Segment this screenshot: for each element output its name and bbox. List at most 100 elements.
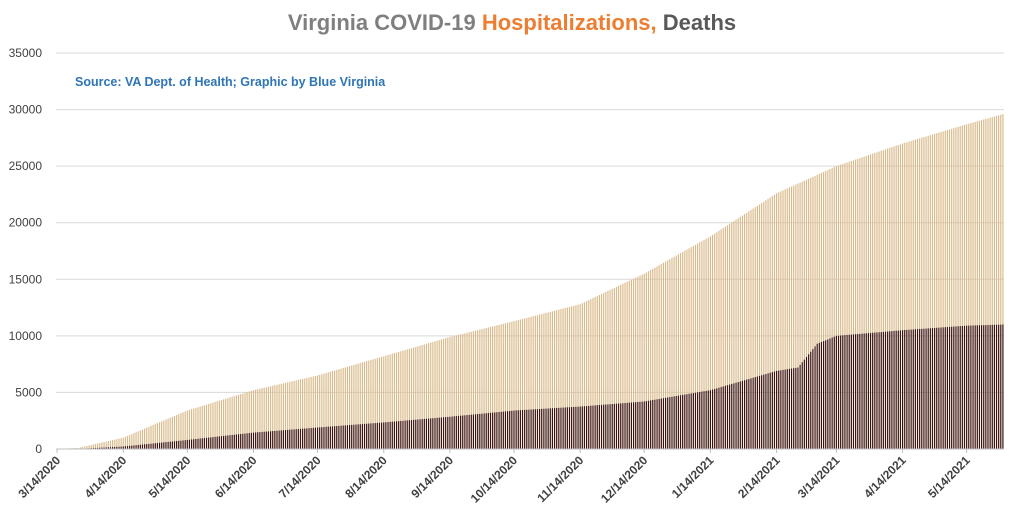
deaths-bar bbox=[790, 368, 793, 449]
deaths-bar bbox=[122, 446, 124, 449]
hospitalizations-bar bbox=[974, 121, 976, 449]
hospitalizations-bar bbox=[370, 359, 372, 449]
y-tick-label: 20000 bbox=[9, 216, 43, 230]
deaths-bar bbox=[442, 417, 445, 449]
hospitalizations-bar bbox=[840, 164, 842, 449]
hospitalizations-bar bbox=[558, 309, 560, 449]
hospitalizations-bar bbox=[302, 378, 304, 449]
deaths-bar bbox=[852, 334, 855, 449]
deaths-series bbox=[58, 324, 1004, 449]
hospitalizations-bar bbox=[961, 125, 963, 449]
deaths-bar bbox=[654, 399, 656, 449]
deaths-bar bbox=[682, 394, 684, 449]
deaths-bar bbox=[594, 405, 596, 449]
deaths-bar bbox=[953, 326, 955, 449]
deaths-bar bbox=[919, 328, 921, 449]
hospitalizations-bar bbox=[613, 287, 615, 449]
deaths-bar bbox=[453, 416, 455, 449]
hospitalizations-bar bbox=[178, 414, 180, 449]
chart-title: Virginia COVID-19 Hospitalizations, Deat… bbox=[288, 10, 736, 35]
hospitalizations-bar bbox=[210, 403, 212, 449]
deaths-bar bbox=[319, 427, 321, 449]
deaths-bar bbox=[509, 410, 511, 449]
deaths-bar bbox=[733, 383, 735, 449]
deaths-bar bbox=[182, 440, 184, 449]
hospitalizations-bar bbox=[731, 222, 733, 449]
deaths-bar bbox=[413, 419, 415, 449]
hospitalizations-bar bbox=[109, 440, 112, 449]
hospitalizations-bar bbox=[146, 427, 148, 449]
deaths-bar bbox=[709, 390, 712, 449]
hospitalizations-bar bbox=[983, 119, 985, 449]
deaths-bar bbox=[462, 415, 464, 449]
deaths-bar bbox=[483, 413, 485, 449]
deaths-bar bbox=[231, 434, 233, 449]
deaths-bar bbox=[887, 331, 889, 449]
deaths-bar bbox=[876, 332, 878, 449]
hospitalizations-bar bbox=[205, 404, 208, 449]
deaths-bar bbox=[927, 328, 929, 449]
hospitalizations-bar bbox=[395, 352, 398, 449]
hospitalizations-bar bbox=[874, 153, 876, 449]
deaths-bar bbox=[370, 423, 372, 449]
hospitalizations-bar bbox=[451, 336, 453, 449]
deaths-bar bbox=[124, 446, 126, 449]
deaths-bar bbox=[438, 417, 440, 449]
hospitalizations-bar bbox=[541, 314, 543, 449]
hospitalizations-bar bbox=[810, 177, 812, 450]
hospitalizations-bar bbox=[571, 306, 573, 449]
deaths-bar bbox=[148, 443, 150, 449]
hospitalizations-bar bbox=[970, 123, 972, 449]
hospitalizations-bar bbox=[387, 354, 389, 449]
hospitalizations-bar bbox=[656, 266, 658, 449]
deaths-bar bbox=[180, 440, 182, 449]
deaths-bar bbox=[547, 408, 549, 449]
hospitalizations-bar bbox=[671, 257, 673, 449]
hospitalizations-bar bbox=[562, 308, 564, 449]
deaths-bar bbox=[316, 427, 319, 449]
hospitalizations-bar bbox=[376, 358, 378, 449]
deaths-bar bbox=[263, 431, 265, 449]
deaths-bar bbox=[299, 428, 302, 449]
deaths-bar bbox=[936, 327, 938, 449]
deaths-bar bbox=[609, 404, 611, 449]
deaths-bar bbox=[214, 436, 216, 449]
deaths-bar bbox=[750, 378, 752, 449]
hospitalizations-bar bbox=[316, 375, 319, 449]
hospitalizations-bar bbox=[688, 248, 690, 449]
hospitalizations-bar bbox=[197, 407, 199, 449]
hospitalizations-bar bbox=[489, 326, 492, 449]
x-tick-label: 4/14/2020 bbox=[82, 453, 130, 501]
hospitalizations-bar bbox=[314, 375, 317, 449]
hospitalizations-bar bbox=[133, 433, 135, 449]
deaths-bar bbox=[829, 338, 831, 449]
x-tick-label: 12/14/2020 bbox=[598, 453, 651, 506]
deaths-bar bbox=[673, 396, 675, 449]
deaths-bar bbox=[667, 397, 669, 449]
hospitalizations-bar bbox=[477, 330, 479, 449]
hospitalizations-bar bbox=[129, 434, 131, 449]
hospitalizations-bar bbox=[799, 182, 801, 449]
deaths-bar bbox=[169, 441, 171, 449]
x-tick-label: 2/14/2021 bbox=[735, 453, 783, 501]
hospitalizations-bar bbox=[101, 442, 103, 449]
deaths-bar bbox=[171, 441, 173, 449]
deaths-bar bbox=[406, 420, 408, 449]
deaths-bar bbox=[408, 420, 410, 449]
hospitalizations-bar bbox=[267, 386, 270, 449]
hospitalizations-bar bbox=[304, 378, 306, 449]
hospitalizations-bar bbox=[797, 183, 799, 449]
hospitalizations-bar bbox=[686, 249, 688, 449]
hospitalizations-bar bbox=[417, 346, 419, 449]
deaths-bar bbox=[158, 442, 161, 449]
hospitalizations-bar bbox=[940, 131, 942, 450]
deaths-bar bbox=[372, 423, 374, 449]
deaths-bar bbox=[528, 409, 530, 449]
deaths-bar bbox=[583, 406, 586, 449]
hospitalizations-bar bbox=[722, 227, 724, 449]
deaths-bar bbox=[218, 436, 220, 449]
hospitalizations-bar bbox=[383, 356, 385, 449]
deaths-bar bbox=[521, 410, 524, 449]
deaths-bar bbox=[342, 425, 344, 449]
deaths-bar bbox=[240, 434, 242, 449]
